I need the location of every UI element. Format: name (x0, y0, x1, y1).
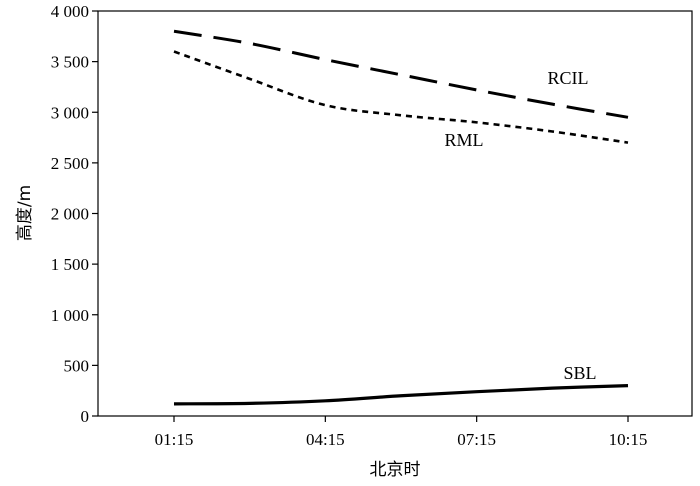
x-tick-label: 07:15 (457, 430, 496, 449)
series-lines (173, 29, 629, 406)
plot-frame (97, 10, 693, 417)
x-axis: 01:15 04:15 07:15 10:15 (155, 416, 648, 449)
y-tick-label: 1 500 (51, 255, 89, 274)
series-labels: RCIL RML SBL (444, 68, 596, 383)
x-tick-label: 10:15 (609, 430, 648, 449)
y-tick-label: 2 500 (51, 154, 89, 173)
series-line-rml (173, 50, 629, 144)
y-tick-label: 500 (64, 356, 90, 375)
y-tick-label: 4 000 (51, 2, 89, 21)
x-tick-label: 04:15 (306, 430, 345, 449)
y-tick-label: 2 000 (51, 205, 89, 224)
y-tick-label: 1 000 (51, 306, 89, 325)
series-line-sbl (173, 384, 629, 406)
x-tick-label: 01:15 (155, 430, 194, 449)
series-label-rcil: RCIL (547, 68, 588, 88)
y-tick-label: 3 500 (51, 53, 89, 72)
series-line-rcil (173, 29, 629, 119)
series-label-rml: RML (444, 130, 483, 150)
y-tick-label: 0 (81, 407, 90, 426)
y-tick-label: 3 000 (51, 103, 89, 122)
x-axis-title: 北京时 (370, 460, 421, 480)
series-label-sbl: SBL (563, 363, 596, 383)
y-axis-title: 高度/m (15, 185, 35, 241)
y-axis: 0 500 1 000 1 500 2 000 2 500 3 000 3 500 4 000 (51, 2, 98, 426)
